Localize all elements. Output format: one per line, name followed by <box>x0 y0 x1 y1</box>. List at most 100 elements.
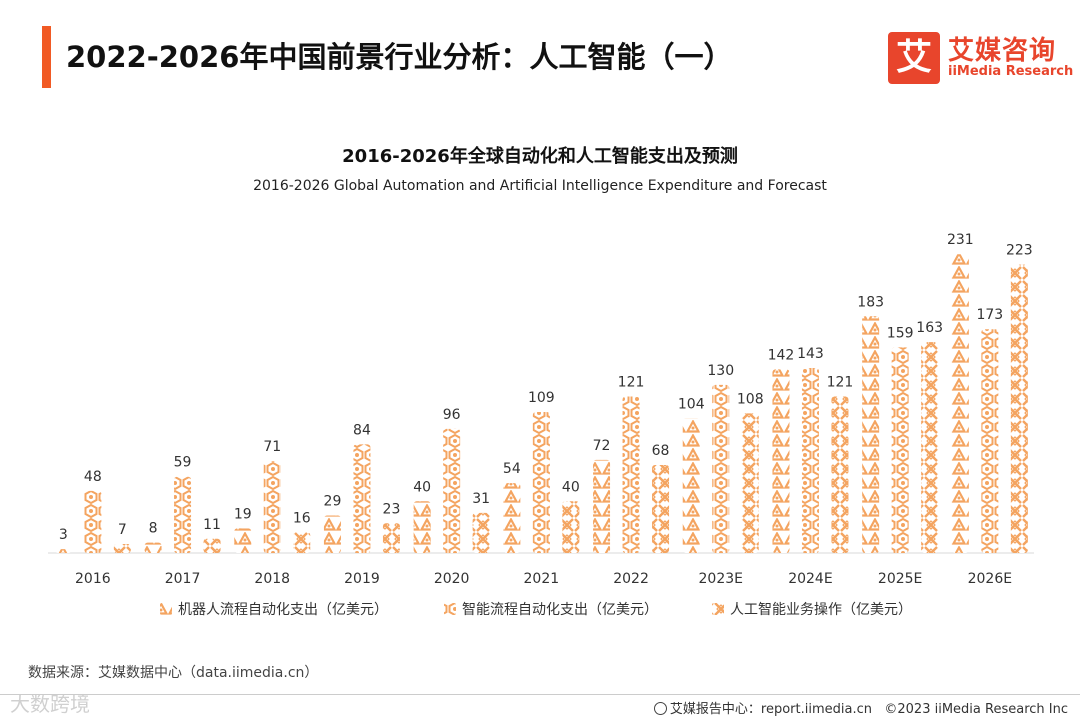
bar-s1-2016 <box>54 549 72 553</box>
report-center-link[interactable]: 艾媒报告中心：report.iimedia.cn <box>669 702 872 717</box>
bar-s1-2026E <box>951 254 969 554</box>
x-tick-label-2021: 2021 <box>524 571 560 587</box>
data-label-s1-2018: 19 <box>234 506 252 522</box>
data-label-s2-2017: 59 <box>174 455 192 471</box>
x-tick-label-2018: 2018 <box>254 571 290 587</box>
legend-item-3: 人工智能业务操作（亿美元） <box>712 602 912 618</box>
legend-swatch-2 <box>444 603 456 615</box>
data-label-s1-2024E: 142 <box>768 347 795 363</box>
data-label-s3-2017: 11 <box>203 517 221 533</box>
footer-divider <box>0 694 1080 695</box>
data-label-s2-2026E: 173 <box>976 307 1003 323</box>
bar-s2-2018 <box>263 461 281 553</box>
data-label-s2-2018: 71 <box>263 439 281 455</box>
data-label-s3-2021: 40 <box>562 479 580 495</box>
copyright-text: ©2023 iiMedia Research Inc <box>884 702 1068 717</box>
watermark-text: 大数跨境 <box>10 692 90 716</box>
bar-s2-2023E <box>712 384 730 553</box>
data-label-s2-2019: 84 <box>353 422 371 438</box>
data-label-s2-2025E: 159 <box>887 325 914 341</box>
x-tick-label-2017: 2017 <box>165 571 201 587</box>
bar-s2-2019 <box>353 444 371 553</box>
bar-s3-2021 <box>562 501 580 553</box>
data-label-s2-2022: 121 <box>618 374 645 390</box>
x-tick-label-2019: 2019 <box>344 571 380 587</box>
legend-label-1: 机器人流程自动化支出（亿美元） <box>178 602 388 618</box>
data-source-note: 数据来源：艾媒数据中心（data.iimedia.cn） <box>28 665 319 681</box>
bar-s1-2022 <box>593 459 611 553</box>
bar-s1-2017 <box>144 542 162 553</box>
data-label-s1-2026E: 231 <box>947 232 974 248</box>
bar-s2-2016 <box>84 490 102 553</box>
bar-s1-2019 <box>323 515 341 553</box>
data-label-s1-2019: 29 <box>324 493 342 509</box>
bar-s1-2020 <box>413 501 431 553</box>
legend-swatch-3 <box>712 603 724 615</box>
bar-s2-2026E <box>981 329 999 553</box>
footer-bar: 艾媒报告中心：report.iimedia.cn ©2023 iiMedia R… <box>653 698 1068 717</box>
data-label-s2-2024E: 143 <box>797 346 824 362</box>
bar-s1-2024E <box>772 369 790 553</box>
logo-name-en: iiMedia Research <box>948 64 1074 79</box>
bar-s3-2025E <box>921 342 939 553</box>
legend-item-1: 机器人流程自动化支出（亿美元） <box>160 602 388 618</box>
globe-icon <box>653 702 667 715</box>
title-accent-bar <box>42 26 51 88</box>
bar-s3-2023E <box>741 413 759 553</box>
bar-s1-2018 <box>234 528 252 553</box>
bar-s3-2016 <box>113 543 131 553</box>
x-tick-label-2026E: 2026E <box>968 571 1012 587</box>
bar-s3-2020 <box>472 512 490 553</box>
bar-s3-2017 <box>203 538 221 553</box>
data-label-s1-2023E: 104 <box>678 396 705 412</box>
x-tick-label-2023E: 2023E <box>699 571 743 587</box>
data-label-s2-2023E: 130 <box>707 363 734 379</box>
legend-label-3: 人工智能业务操作（亿美元） <box>730 602 912 618</box>
expenditure-bar-chart: 2016-2026年全球自动化和人工智能支出及预测 2016-2026 Glob… <box>48 145 1034 618</box>
bar-s2-2024E <box>801 368 819 553</box>
bar-s2-2017 <box>174 476 192 553</box>
data-label-s2-2020: 96 <box>443 407 461 423</box>
x-tick-label-2024E: 2024E <box>788 571 832 587</box>
bar-s2-2025E <box>891 347 909 553</box>
x-tick-label-2020: 2020 <box>434 571 470 587</box>
data-label-s1-2016: 3 <box>59 527 68 543</box>
bar-s1-2021 <box>503 483 521 553</box>
data-label-s2-2016: 48 <box>84 469 102 485</box>
legend-label-2: 智能流程自动化支出（亿美元） <box>462 602 658 618</box>
data-label-s3-2025E: 163 <box>916 320 943 336</box>
bar-s1-2023E <box>682 418 700 553</box>
data-label-s1-2022: 72 <box>593 438 611 454</box>
data-label-s3-2019: 23 <box>383 501 401 517</box>
bar-s3-2026E <box>1010 264 1028 553</box>
chart-subtitle: 2016-2026 Global Automation and Artifici… <box>253 178 827 194</box>
data-label-s3-2023E: 108 <box>737 391 764 407</box>
data-label-s3-2018: 16 <box>293 510 311 526</box>
chart-title: 2016-2026年全球自动化和人工智能支出及预测 <box>342 145 738 167</box>
data-label-s2-2021: 109 <box>528 390 555 406</box>
bar-s3-2019 <box>382 523 400 553</box>
data-label-s1-2020: 40 <box>413 479 431 495</box>
legend-swatch-1 <box>160 603 172 615</box>
bar-s3-2022 <box>652 465 670 553</box>
logo-name-cn: 艾媒咨询 <box>948 36 1057 66</box>
legend-item-2: 智能流程自动化支出（亿美元） <box>444 602 658 618</box>
data-label-s3-2022: 68 <box>652 443 670 459</box>
data-label-s3-2026E: 223 <box>1006 243 1033 259</box>
data-label-s3-2020: 31 <box>472 491 490 507</box>
bar-s2-2020 <box>443 428 461 553</box>
x-tick-label-2022: 2022 <box>613 571 649 587</box>
data-label-s3-2024E: 121 <box>827 374 854 390</box>
bar-s2-2022 <box>622 396 640 553</box>
data-label-s1-2025E: 183 <box>857 294 884 310</box>
x-tick-label-2016: 2016 <box>75 571 111 587</box>
iimedia-logo: 艾 艾媒咨询 iiMedia Research <box>888 30 1073 86</box>
bar-s1-2025E <box>862 316 880 553</box>
bar-s3-2018 <box>293 532 311 553</box>
data-label-s1-2017: 8 <box>149 521 158 537</box>
x-tick-label-2025E: 2025E <box>878 571 922 587</box>
data-label-s3-2016: 7 <box>118 522 127 538</box>
data-label-s1-2021: 54 <box>503 461 521 477</box>
bar-s2-2021 <box>532 412 550 553</box>
logo-mark: 艾 <box>888 32 940 84</box>
